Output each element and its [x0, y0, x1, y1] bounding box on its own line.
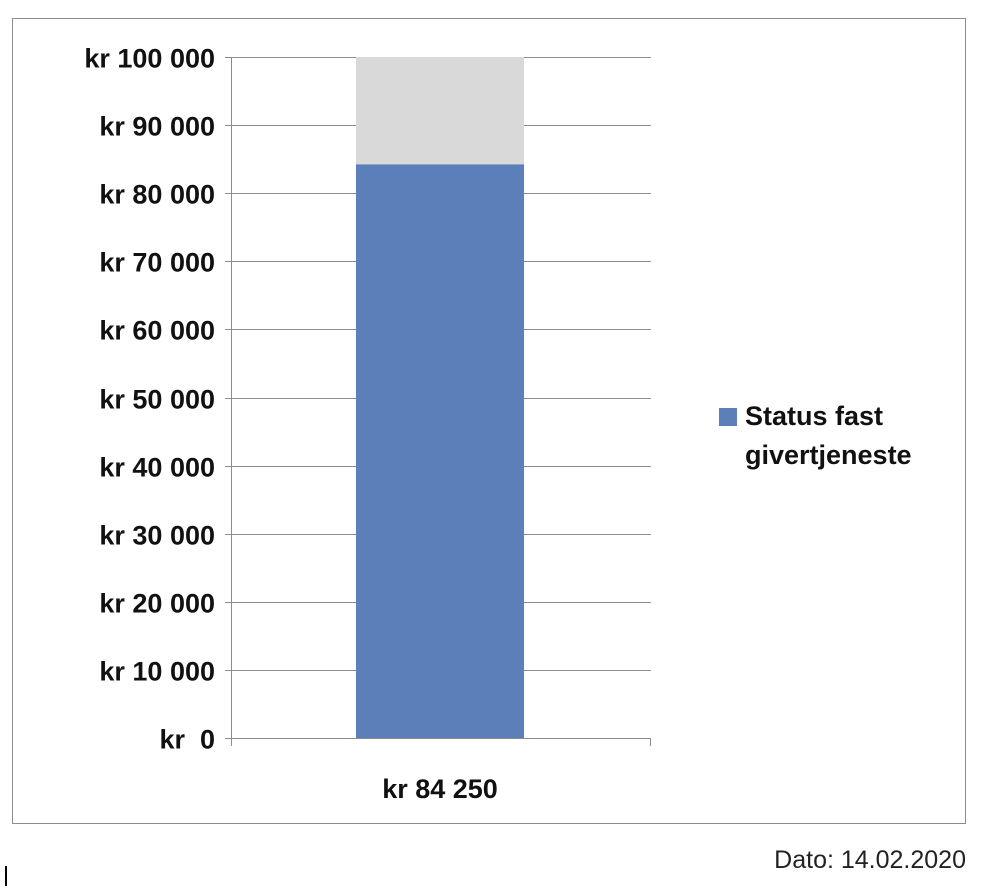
- x-category-label: kr 84 250: [382, 774, 498, 804]
- y-tick-label: kr 10 000: [99, 657, 215, 687]
- y-tick-label: kr 100 000: [84, 44, 215, 74]
- axes: [225, 57, 651, 746]
- y-tick-label: kr 90 000: [99, 112, 215, 142]
- y-tick-label: kr 0: [159, 725, 215, 755]
- legend-swatch-status-fast-givertjeneste: [719, 408, 737, 426]
- tick-labels: kr 0 kr 10 000 kr 20 000 kr 30 000 kr 40 000…: [84, 44, 497, 805]
- bar-remaining-to-goal: [356, 57, 524, 165]
- y-tick-label: kr 50 000: [99, 385, 215, 415]
- y-tick-label: kr 40 000: [99, 453, 215, 483]
- legend-label-status-fast-givertjeneste: Status fast givertjeneste: [745, 401, 912, 470]
- bars: [356, 57, 524, 738]
- y-tick-label: kr 30 000: [99, 521, 215, 551]
- date-note: Dato: 14.02.2020: [774, 846, 966, 874]
- y-tick-label: kr 80 000: [99, 180, 215, 210]
- chart-plot: kr 0 kr 10 000 kr 20 000 kr 30 000 kr 40 000…: [84, 44, 651, 805]
- chart-frame: kr 0 kr 10 000 kr 20 000 kr 30 000 kr 40 000…: [12, 18, 966, 824]
- bar-status-fast-givertjeneste: [356, 164, 524, 738]
- legend: Status fast givertjeneste: [719, 397, 975, 475]
- text-cursor: [5, 866, 7, 886]
- y-tick-label: kr 60 000: [99, 316, 215, 346]
- y-tick-label: kr 20 000: [99, 589, 215, 619]
- y-tick-label: kr 70 000: [99, 248, 215, 278]
